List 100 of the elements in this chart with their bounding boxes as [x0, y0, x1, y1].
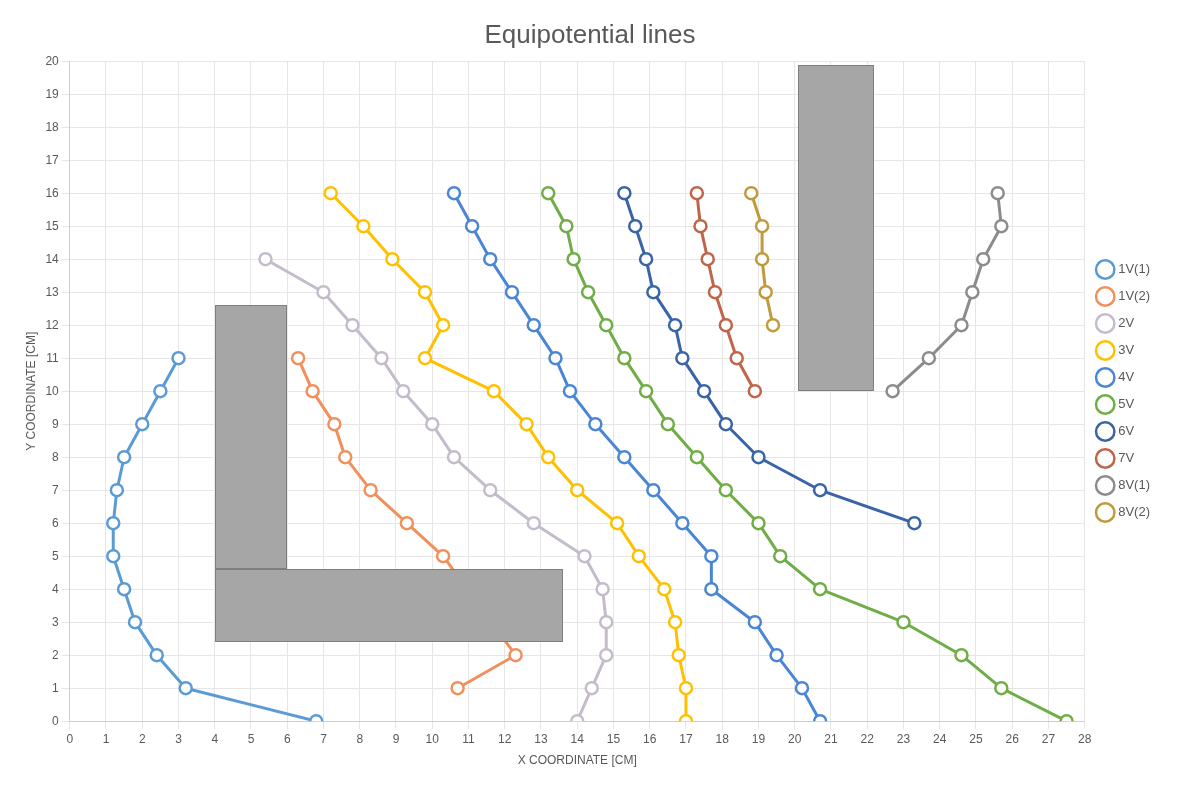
- point: [751, 449, 766, 465]
- point: [548, 350, 563, 366]
- x-tick-label: 21: [824, 731, 838, 746]
- point: [675, 515, 690, 531]
- point: [718, 317, 734, 333]
- x-tick-label: 17: [679, 731, 693, 746]
- x-tick-label: 4: [211, 731, 219, 746]
- chart-title: Equipotential lines: [484, 18, 696, 49]
- point: [588, 416, 603, 432]
- y-tick-label: 4: [52, 581, 60, 596]
- x-tick-label: 10: [425, 731, 440, 746]
- point: [435, 317, 451, 333]
- point: [446, 185, 462, 201]
- point: [482, 251, 498, 267]
- point: [896, 614, 911, 630]
- y-tick-label: 5: [52, 548, 60, 563]
- point: [667, 317, 683, 333]
- legend-label: 4V: [1118, 369, 1135, 385]
- point: [178, 680, 193, 696]
- x-axis-title: X COORDINATE [CM]: [517, 753, 637, 768]
- legend-label: 2V: [1118, 315, 1135, 331]
- x-tick-label: 6: [283, 731, 291, 746]
- point: [718, 482, 734, 498]
- y-tick-label: 0: [52, 713, 60, 728]
- point: [700, 251, 715, 267]
- point: [627, 218, 643, 234]
- point: [127, 614, 143, 630]
- point: [907, 515, 922, 531]
- point: [994, 680, 1009, 696]
- point: [345, 317, 360, 333]
- point: [994, 218, 1009, 234]
- x-tick-label: 5: [247, 731, 255, 746]
- point: [435, 548, 451, 564]
- y-tick-label: 12: [45, 317, 60, 332]
- point: [990, 185, 1005, 201]
- point: [446, 449, 462, 465]
- y-tick-label: 18: [45, 119, 60, 134]
- point: [885, 383, 900, 399]
- point: [954, 317, 969, 333]
- point: [954, 647, 969, 663]
- point: [559, 218, 574, 234]
- point: [562, 383, 578, 399]
- point: [508, 647, 523, 663]
- y-tick-label: 6: [52, 515, 60, 530]
- point: [577, 548, 592, 564]
- point: [305, 383, 320, 399]
- point: [417, 350, 433, 366]
- y-tick-label: 19: [45, 86, 60, 101]
- point: [617, 185, 632, 201]
- point: [638, 251, 654, 267]
- y-tick-label: 20: [45, 53, 60, 68]
- x-tick-label: 25: [969, 731, 983, 746]
- x-tick-label: 13: [534, 731, 548, 746]
- point: [772, 548, 788, 564]
- point: [356, 218, 371, 234]
- x-tick-label: 19: [751, 731, 766, 746]
- point: [417, 284, 433, 300]
- y-tick-label: 10: [45, 383, 60, 398]
- y-tick-label: 9: [52, 416, 60, 431]
- point: [316, 284, 331, 300]
- point: [385, 251, 400, 267]
- point: [569, 482, 585, 498]
- point: [109, 482, 125, 498]
- point: [395, 383, 411, 399]
- point: [504, 284, 520, 300]
- y-tick-label: 16: [45, 185, 60, 200]
- point: [116, 581, 132, 597]
- y-tick-label: 13: [45, 284, 60, 299]
- legend-label: 7V: [1118, 450, 1135, 466]
- x-tick-label: 24: [933, 731, 947, 746]
- point: [689, 185, 705, 201]
- point: [656, 581, 672, 597]
- point: [743, 185, 759, 201]
- point: [598, 614, 614, 630]
- point: [584, 680, 599, 696]
- point: [482, 482, 498, 498]
- point: [646, 284, 661, 300]
- legend-label: 1V(1): [1118, 261, 1151, 277]
- point: [646, 482, 661, 498]
- x-tick-label: 27: [1041, 731, 1056, 746]
- point: [526, 515, 541, 531]
- x-tick-label: 0: [66, 731, 74, 746]
- x-tick-label: 26: [1005, 731, 1020, 746]
- legend-label: 8V(1): [1118, 477, 1151, 493]
- point: [337, 449, 353, 465]
- point: [921, 350, 937, 366]
- point: [729, 350, 744, 366]
- y-tick-label: 15: [45, 218, 60, 233]
- x-tick-label: 20: [788, 731, 802, 746]
- point: [638, 383, 654, 399]
- point: [718, 416, 734, 432]
- point: [609, 515, 625, 531]
- point: [769, 647, 784, 663]
- point: [696, 383, 712, 399]
- point: [519, 416, 534, 432]
- point: [450, 680, 465, 696]
- x-tick-label: 3: [175, 731, 183, 746]
- point: [374, 350, 389, 366]
- x-tick-label: 18: [715, 731, 730, 746]
- point: [526, 317, 541, 333]
